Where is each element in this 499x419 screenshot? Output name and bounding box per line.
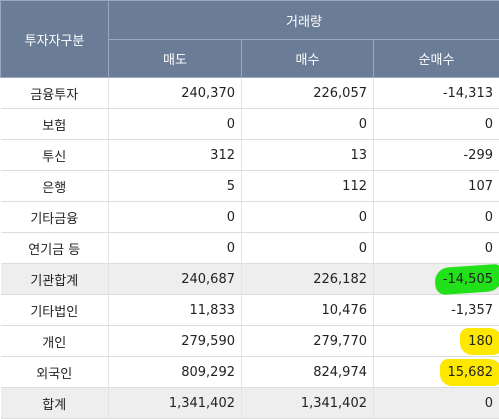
net-cell: -14,313 <box>374 78 499 109</box>
net-cell: 107 <box>374 171 499 202</box>
yellow-highlight-mark: 15,682 <box>448 365 494 380</box>
net-cell: -1,357 <box>374 295 499 326</box>
buy-cell: 13 <box>242 140 374 171</box>
net-cell: 0 <box>374 233 499 264</box>
buy-cell: 0 <box>242 202 374 233</box>
sell-cell: 1,341,402 <box>109 388 242 419</box>
table-row: 기타금융 0 0 0 <box>1 202 499 233</box>
sell-cell: 240,687 <box>109 264 242 295</box>
buy-cell: 824,974 <box>242 357 374 388</box>
row-label: 연기금 등 <box>1 233 109 264</box>
table-row: 금융투자 240,370 226,057 -14,313 <box>1 78 499 109</box>
row-label: 은행 <box>1 171 109 202</box>
sell-cell: 5 <box>109 171 242 202</box>
table-row: 투신 312 13 -299 <box>1 140 499 171</box>
net-buy-column-header: 순매수 <box>374 40 499 78</box>
net-cell: 15,682 <box>374 357 499 388</box>
buy-cell: 112 <box>242 171 374 202</box>
sell-cell: 312 <box>109 140 242 171</box>
sell-cell: 0 <box>109 109 242 140</box>
row-label: 기관합계 <box>1 264 109 295</box>
sell-cell: 11,833 <box>109 295 242 326</box>
sell-column-header: 매도 <box>109 40 242 78</box>
buy-cell: 226,182 <box>242 264 374 295</box>
sell-cell: 809,292 <box>109 357 242 388</box>
net-cell: 0 <box>374 388 499 419</box>
sell-cell: 0 <box>109 202 242 233</box>
table-row: 보험 0 0 0 <box>1 109 499 140</box>
net-cell: 180 <box>374 326 499 357</box>
sell-cell: 279,590 <box>109 326 242 357</box>
row-label: 투신 <box>1 140 109 171</box>
institution-subtotal-row: 기관합계 240,687 226,182 -14,505 <box>1 264 499 295</box>
buy-cell: 1,341,402 <box>242 388 374 419</box>
buy-cell: 279,770 <box>242 326 374 357</box>
buy-cell: 0 <box>242 233 374 264</box>
table-row: 개인 279,590 279,770 180 <box>1 326 499 357</box>
row-label: 기타금융 <box>1 202 109 233</box>
row-label: 개인 <box>1 326 109 357</box>
net-cell: -14,505 <box>374 264 499 295</box>
table-row: 외국인 809,292 824,974 15,682 <box>1 357 499 388</box>
buy-cell: 0 <box>242 109 374 140</box>
grand-total-row: 합계 1,341,402 1,341,402 0 <box>1 388 499 419</box>
net-cell: -299 <box>374 140 499 171</box>
row-label: 합계 <box>1 388 109 419</box>
net-cell: 0 <box>374 202 499 233</box>
table-row: 연기금 등 0 0 0 <box>1 233 499 264</box>
buy-column-header: 매수 <box>242 40 374 78</box>
sell-cell: 240,370 <box>109 78 242 109</box>
volume-header: 거래량 <box>109 1 499 40</box>
sell-cell: 0 <box>109 233 242 264</box>
buy-cell: 226,057 <box>242 78 374 109</box>
row-label: 기타법인 <box>1 295 109 326</box>
buy-cell: 10,476 <box>242 295 374 326</box>
table-row: 기타법인 11,833 10,476 -1,357 <box>1 295 499 326</box>
table-body: 금융투자 240,370 226,057 -14,313 보험 0 0 0 투신… <box>1 78 499 419</box>
row-label: 보험 <box>1 109 109 140</box>
net-cell: 0 <box>374 109 499 140</box>
row-label: 외국인 <box>1 357 109 388</box>
table-header: 투자자구분 거래량 매도 매수 순매수 <box>1 1 499 78</box>
row-label: 금융투자 <box>1 78 109 109</box>
yellow-highlight-mark: 180 <box>468 334 493 349</box>
table-row: 은행 5 112 107 <box>1 171 499 202</box>
investor-type-header: 투자자구분 <box>1 1 109 78</box>
green-highlight-mark: -14,505 <box>443 272 493 287</box>
